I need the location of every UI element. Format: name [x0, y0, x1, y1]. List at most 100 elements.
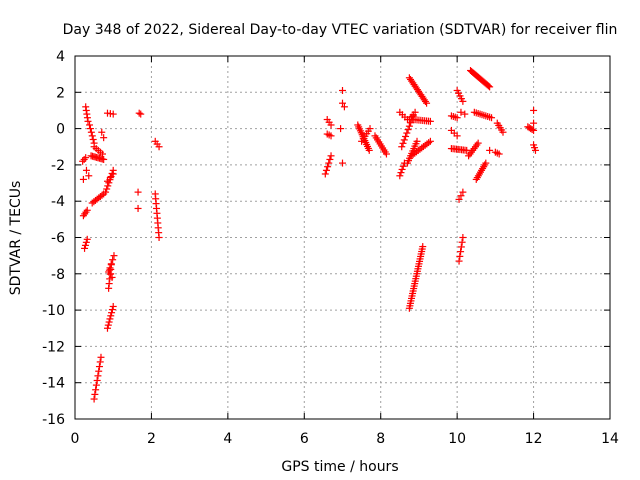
data-point: [104, 321, 112, 329]
data-point: [530, 106, 538, 114]
data-point: [482, 159, 490, 167]
points-layer: [79, 67, 539, 403]
x-tick-label: 12: [525, 431, 543, 447]
data-point: [397, 169, 405, 177]
data-point: [108, 306, 116, 314]
data-point: [404, 126, 412, 134]
y-axis-label: SDTVAR / TECUs: [8, 181, 24, 296]
data-point: [456, 252, 464, 260]
data-point: [426, 117, 434, 125]
data-point: [339, 99, 346, 107]
data-point: [531, 146, 539, 154]
data-point: [82, 154, 90, 162]
data-point: [402, 132, 410, 140]
data-point: [134, 188, 142, 196]
data-point: [457, 108, 465, 116]
data-point: [321, 170, 329, 178]
data-point: [453, 132, 461, 140]
data-point: [405, 122, 413, 130]
data-point: [95, 367, 103, 375]
data-point: [109, 110, 117, 118]
data-point: [107, 261, 115, 269]
data-point: [83, 235, 91, 243]
data-point: [382, 150, 390, 158]
data-point: [85, 172, 93, 180]
data-point: [327, 121, 335, 129]
x-tick-label: 6: [300, 431, 309, 447]
data-point: [499, 128, 507, 136]
data-point: [327, 152, 335, 160]
data-point: [89, 135, 97, 143]
data-point: [98, 128, 106, 136]
data-point: [155, 234, 163, 241]
x-tick-label: 10: [448, 431, 466, 447]
data-point: [105, 266, 113, 274]
chart-title: Day 348 of 2022, Sidereal Day-to-day VTE…: [63, 22, 618, 38]
data-point: [340, 103, 348, 111]
data-point: [337, 125, 345, 133]
data-point: [366, 125, 374, 133]
data-point: [109, 302, 117, 310]
data-point: [84, 117, 92, 125]
data-point: [413, 137, 421, 145]
data-point: [459, 97, 467, 105]
data-point: [488, 114, 496, 122]
data-point: [94, 372, 102, 380]
data-point: [411, 108, 419, 116]
y-tick-label: 2: [56, 85, 65, 101]
data-point: [86, 125, 94, 133]
data-point: [80, 155, 88, 163]
data-point: [91, 390, 99, 398]
data-point: [399, 139, 407, 147]
data-point: [474, 139, 482, 147]
data-point: [107, 270, 115, 278]
data-point: [82, 166, 90, 174]
x-tick-label: 4: [223, 431, 232, 447]
data-point: [339, 159, 346, 167]
data-point: [92, 386, 100, 394]
data-point: [455, 257, 463, 265]
data-point: [100, 134, 108, 142]
data-point: [459, 188, 467, 196]
data-point: [486, 83, 494, 91]
data-point: [93, 376, 101, 384]
data-point: [423, 99, 431, 107]
data-point: [453, 114, 461, 122]
data-point: [421, 97, 429, 105]
data-point: [426, 137, 434, 145]
data-point: [109, 170, 117, 178]
data-point: [322, 166, 330, 174]
data-point: [530, 126, 538, 134]
data-point: [86, 121, 94, 129]
y-tick-label: -6: [51, 231, 65, 247]
data-point: [485, 82, 493, 90]
data-point: [324, 163, 332, 171]
data-point: [103, 185, 111, 193]
y-tick-label: -2: [51, 158, 65, 174]
data-point: [81, 244, 89, 252]
data-point: [459, 234, 467, 241]
data-point: [100, 155, 108, 163]
data-point: [419, 243, 427, 251]
data-point: [90, 395, 98, 403]
data-point: [457, 192, 465, 200]
data-point: [398, 143, 406, 151]
data-point: [326, 155, 334, 163]
data-point: [103, 324, 111, 332]
x-tick-label: 2: [147, 431, 156, 447]
data-point: [105, 179, 113, 187]
grid-layer: [75, 56, 610, 419]
data-point: [530, 119, 538, 127]
data-point: [325, 159, 333, 167]
data-point: [96, 358, 104, 366]
data-point: [105, 318, 113, 326]
data-point: [108, 309, 116, 317]
x-tick-label: 0: [71, 431, 80, 447]
data-point: [95, 363, 103, 371]
data-point: [107, 312, 115, 320]
data-point: [457, 248, 465, 256]
data-point: [339, 86, 346, 94]
x-tick-label: 8: [376, 431, 385, 447]
data-point: [99, 150, 107, 158]
